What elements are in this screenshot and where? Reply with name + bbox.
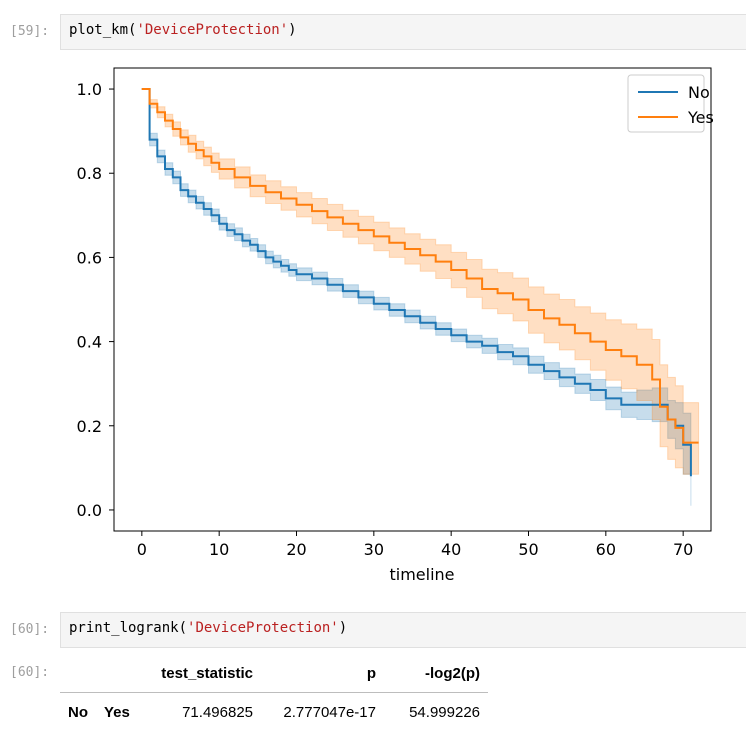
- row-index-level-1: No: [68, 703, 88, 721]
- cell-59-input[interactable]: plot_km('DeviceProtection'): [60, 14, 746, 50]
- cell-60-output-prompt: [60]:: [10, 665, 50, 680]
- table-cell: 54.999226: [409, 703, 480, 721]
- plot-frame: [113, 67, 712, 532]
- logrank-result-table: test_statistic p -log2(p) No Yes 71.49682…: [60, 654, 488, 731]
- legend-label-yes: Yes: [687, 108, 714, 127]
- code-string-arg: 'DeviceProtection': [187, 620, 339, 636]
- x-tick-label: 20: [286, 540, 306, 559]
- code-close-paren: ): [338, 620, 348, 636]
- legend-label-no: No: [688, 83, 710, 102]
- cell-60-input[interactable]: print_logrank('DeviceProtection'): [60, 612, 746, 648]
- table-row: No Yes 71.496825 2.777047e-17 54.999226: [60, 693, 488, 732]
- y-tick-label: 1.0: [77, 80, 102, 99]
- code-function: print_logrank(: [69, 620, 188, 636]
- code-string-arg: 'DeviceProtection': [136, 22, 289, 38]
- table-header-row: test_statistic p -log2(p): [60, 654, 488, 693]
- column-header: -log2(p): [376, 654, 488, 693]
- code-close-paren: ): [288, 22, 297, 38]
- y-axis-ticks: 0.0 0.2 0.4 0.6 0.8 1.0: [77, 80, 114, 520]
- survival-line-no: [141, 88, 692, 477]
- x-tick-label: 0: [137, 540, 147, 559]
- x-axis-label: timeline: [389, 565, 454, 584]
- y-tick-label: 0.6: [77, 248, 102, 267]
- survival-curves: [141, 88, 699, 477]
- confidence-bands: [141, 88, 700, 506]
- survival-line-yes: [141, 88, 699, 444]
- x-axis-ticks: 0 10 20 30 40 50 60 70: [137, 531, 693, 559]
- y-tick-label: 0.8: [77, 164, 102, 183]
- legend: No Yes: [627, 74, 714, 133]
- y-tick-label: 0.0: [77, 501, 102, 520]
- x-tick-label: 50: [518, 540, 538, 559]
- x-tick-label: 10: [209, 540, 229, 559]
- table-cell: 71.496825: [182, 703, 253, 721]
- km-survival-plot: 0 10 20 30 40 50 60 70 0.0 0.2 0.4 0.6 0.8 1.0 timel…: [77, 67, 714, 584]
- ci-band-no: [141, 88, 692, 506]
- cell-60-prompt: [60]:: [10, 622, 50, 637]
- x-tick-label: 40: [441, 540, 461, 559]
- x-tick-label: 60: [596, 540, 616, 559]
- y-tick-label: 0.2: [77, 417, 102, 436]
- column-header: p: [253, 654, 376, 693]
- row-index-level-2: Yes: [104, 703, 130, 721]
- index-header: [60, 654, 152, 693]
- y-tick-label: 0.4: [77, 333, 102, 352]
- row-index: No Yes: [60, 693, 152, 732]
- ci-band-yes: [141, 88, 700, 475]
- code-function: plot_km(: [69, 22, 137, 38]
- column-header: test_statistic: [152, 654, 253, 693]
- table-cell: 2.777047e-17: [283, 703, 376, 721]
- x-tick-label: 70: [673, 540, 693, 559]
- x-tick-label: 30: [364, 540, 384, 559]
- cell-59-prompt: [59]:: [10, 24, 50, 39]
